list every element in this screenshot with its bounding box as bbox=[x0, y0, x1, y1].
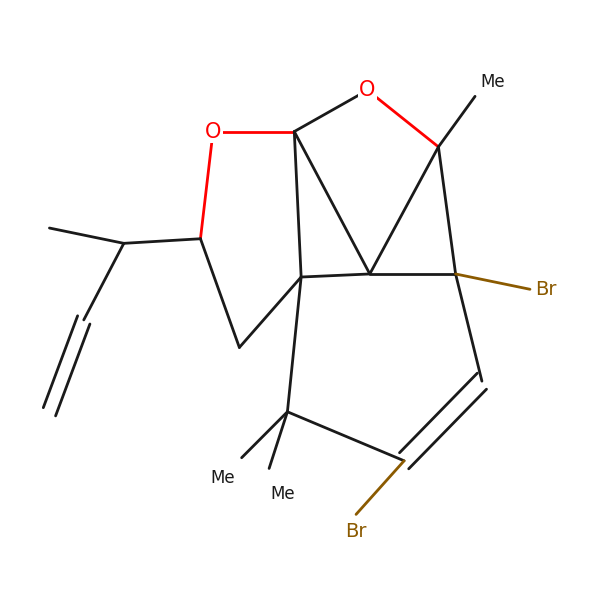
Text: O: O bbox=[359, 80, 376, 100]
Text: Me: Me bbox=[210, 469, 235, 487]
Text: Br: Br bbox=[346, 522, 367, 541]
Text: Me: Me bbox=[271, 485, 295, 503]
Text: O: O bbox=[205, 122, 221, 142]
Text: Me: Me bbox=[481, 73, 505, 91]
Text: Br: Br bbox=[535, 280, 557, 299]
